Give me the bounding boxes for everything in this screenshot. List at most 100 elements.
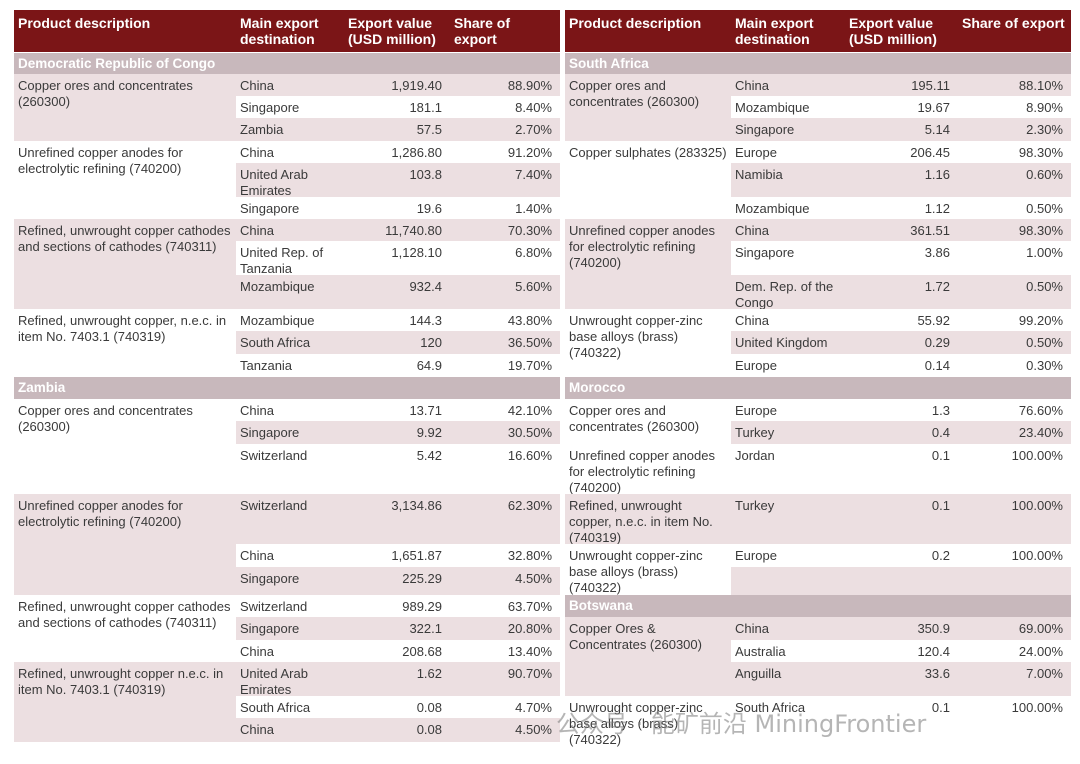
export-share: 1.00% <box>958 241 1071 275</box>
product-cell: Copper ores and concentrates (260300) <box>565 74 731 141</box>
export-value: 5.14 <box>845 118 958 141</box>
export-value: 361.51 <box>845 219 958 241</box>
product-cell: Refined, unwrought copper, n.e.c. in ite… <box>14 309 236 377</box>
export-share: 100.00% <box>958 696 1071 742</box>
destination: United Kingdom <box>731 331 845 354</box>
export-share: 0.50% <box>958 275 1071 309</box>
destination: Zambia <box>236 118 344 141</box>
export-share: 100.00% <box>958 544 1071 567</box>
product-cell: Unwrought copper-zinc base alloys (brass… <box>565 544 731 595</box>
export-value: 0.4 <box>845 421 958 444</box>
export-value: 195.11 <box>845 74 958 96</box>
export-value: 1.72 <box>845 275 958 309</box>
product-cell: Unrefined copper anodes for electrolytic… <box>14 494 236 595</box>
product-cell: Refined, unwrought copper n.e.c. in item… <box>14 662 236 742</box>
destination: Switzerland <box>236 595 344 617</box>
export-share: 98.30% <box>958 141 1071 163</box>
destination: China <box>731 74 845 96</box>
destination: Singapore <box>731 241 845 275</box>
destination: China <box>731 617 845 640</box>
export-share: 0.50% <box>958 197 1071 219</box>
product-cell: Copper Ores & Concentrates (260300) <box>565 617 731 696</box>
header-bar <box>14 10 560 52</box>
watermark: 公众号 · 能矿前沿 MiningFrontier <box>556 710 927 738</box>
export-share: 98.30% <box>958 219 1071 241</box>
product-cell: Refined, unwrought copper cathodes and s… <box>14 219 236 309</box>
export-value: 1.62 <box>344 662 450 696</box>
destination: Mozambique <box>236 309 344 331</box>
export-share: 23.40% <box>958 421 1071 444</box>
destination: Australia <box>731 640 845 662</box>
destination: Singapore <box>236 567 344 595</box>
export-value: 0.14 <box>845 354 958 377</box>
export-share: 5.60% <box>450 275 560 309</box>
export-value: 0.1 <box>845 444 958 494</box>
product-cell: Refined, unwrought copper cathodes and s… <box>14 595 236 662</box>
export-value: 350.9 <box>845 617 958 640</box>
destination: Europe <box>731 141 845 163</box>
destination: Singapore <box>236 96 344 118</box>
export-share: 4.50% <box>450 718 560 742</box>
destination: China <box>236 141 344 163</box>
destination: Singapore <box>236 421 344 444</box>
export-share: 16.60% <box>450 444 560 494</box>
country-band: South Africa <box>565 53 1071 74</box>
export-share: 2.70% <box>450 118 560 141</box>
header-bar <box>565 10 1071 52</box>
export-share: 7.00% <box>958 662 1071 696</box>
export-value: 0.1 <box>845 494 958 544</box>
export-share: 70.30% <box>450 219 560 241</box>
column-header: Share of export <box>962 15 1065 31</box>
export-share: 63.70% <box>450 595 560 617</box>
export-share: 100.00% <box>958 494 1071 544</box>
country-band: Zambia <box>14 377 560 399</box>
destination: South Africa <box>731 696 845 742</box>
export-share: 88.90% <box>450 74 560 96</box>
column-header: Share of export <box>454 15 511 47</box>
export-share: 13.40% <box>450 640 560 662</box>
export-share: 99.20% <box>958 309 1071 331</box>
export-share: 19.70% <box>450 354 560 377</box>
export-value: 181.1 <box>344 96 450 118</box>
column-header: Product description <box>18 15 151 31</box>
destination: Europe <box>731 544 845 567</box>
column-header: Export value (USD million) <box>849 15 937 47</box>
export-share: 88.10% <box>958 74 1071 96</box>
product-cell: Unrefined copper anodes for electrolytic… <box>565 219 731 309</box>
country-band: Botswana <box>565 595 1071 617</box>
export-value: 13.71 <box>344 399 450 421</box>
export-value: 144.3 <box>344 309 450 331</box>
destination: Switzerland <box>236 444 344 494</box>
product-cell: Unrefined copper anodes for electrolytic… <box>14 141 236 219</box>
country-band: Morocco <box>565 377 1071 399</box>
export-value: 57.5 <box>344 118 450 141</box>
destination: Europe <box>731 399 845 421</box>
filler-row <box>731 567 1071 595</box>
product-cell: Copper ores and concentrates (260300) <box>565 399 731 444</box>
export-value: 11,740.80 <box>344 219 450 241</box>
export-share: 24.00% <box>958 640 1071 662</box>
destination: China <box>236 544 344 567</box>
destination: China <box>236 74 344 96</box>
destination: China <box>236 219 344 241</box>
product-cell: Copper ores and concentrates (260300) <box>14 399 236 494</box>
export-share: 69.00% <box>958 617 1071 640</box>
export-value: 1.3 <box>845 399 958 421</box>
destination: South Africa <box>236 331 344 354</box>
export-value: 1,128.10 <box>344 241 450 275</box>
destination: Mozambique <box>731 197 845 219</box>
product-cell: Refined, unwrought copper, n.e.c. in ite… <box>565 494 731 545</box>
destination: Singapore <box>236 617 344 640</box>
destination: United Rep. of Tanzania <box>236 241 344 276</box>
export-share: 6.80% <box>450 241 560 275</box>
export-value: 206.45 <box>845 141 958 163</box>
export-value: 1.12 <box>845 197 958 219</box>
destination: Switzerland <box>236 494 344 544</box>
export-share: 36.50% <box>450 331 560 354</box>
export-value: 9.92 <box>344 421 450 444</box>
export-value: 208.68 <box>344 640 450 662</box>
export-value: 1,651.87 <box>344 544 450 567</box>
destination: South Africa <box>236 696 344 718</box>
destination: United Arab Emirates <box>236 662 344 697</box>
